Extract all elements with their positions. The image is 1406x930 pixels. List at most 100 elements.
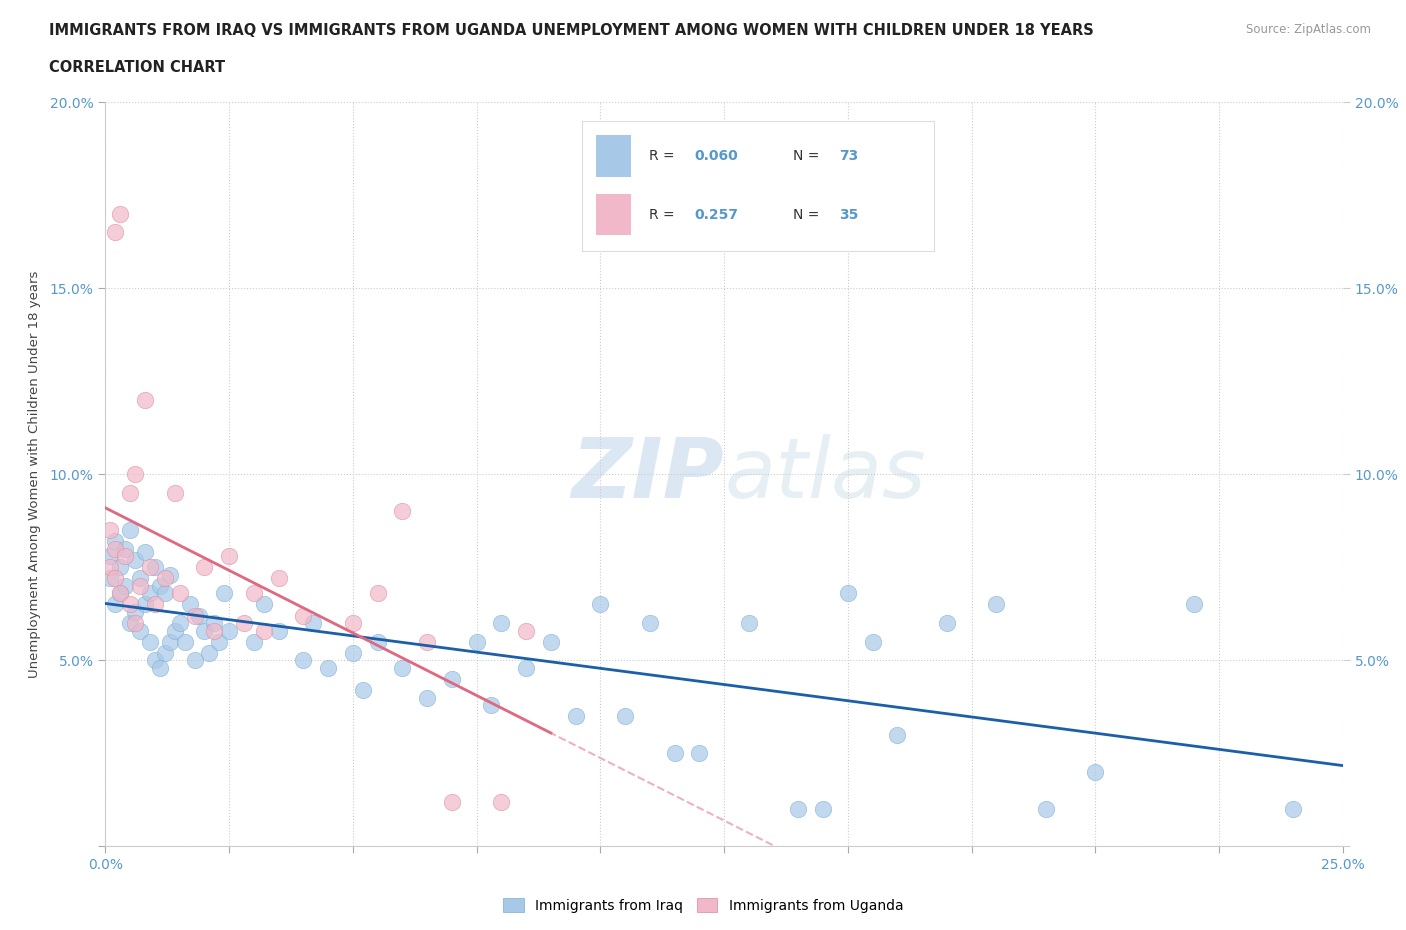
Point xyxy=(129,571,152,586)
Point xyxy=(202,616,225,631)
Point xyxy=(1182,597,1205,612)
Point xyxy=(110,586,132,601)
Point xyxy=(169,586,191,601)
Point xyxy=(208,634,231,649)
Point xyxy=(153,571,176,586)
Point xyxy=(218,623,240,638)
Point xyxy=(787,802,810,817)
Point xyxy=(253,597,276,612)
Point xyxy=(862,634,884,649)
Point xyxy=(100,523,122,538)
Point xyxy=(104,541,127,556)
Point xyxy=(124,604,146,619)
Point xyxy=(104,534,127,549)
Point xyxy=(100,549,122,564)
Point xyxy=(149,578,172,593)
Point xyxy=(342,645,364,660)
Point xyxy=(104,571,127,586)
Point xyxy=(114,549,136,564)
Point xyxy=(515,660,537,675)
Point xyxy=(267,623,290,638)
Point xyxy=(589,597,612,612)
Point xyxy=(114,578,136,593)
Point xyxy=(440,671,463,686)
Point xyxy=(173,634,195,649)
Text: IMMIGRANTS FROM IRAQ VS IMMIGRANTS FROM UGANDA UNEMPLOYMENT AMONG WOMEN WITH CHI: IMMIGRANTS FROM IRAQ VS IMMIGRANTS FROM … xyxy=(49,23,1094,38)
Point xyxy=(120,485,142,500)
Point xyxy=(886,727,908,742)
Point xyxy=(515,623,537,638)
Point xyxy=(143,597,166,612)
Point xyxy=(163,485,186,500)
Point xyxy=(1084,764,1107,779)
Point xyxy=(134,545,156,560)
Point xyxy=(292,608,315,623)
Point xyxy=(465,634,488,649)
Point xyxy=(124,616,146,631)
Point xyxy=(100,571,122,586)
Point xyxy=(1035,802,1057,817)
Point xyxy=(159,634,181,649)
Point xyxy=(159,567,181,582)
Point xyxy=(481,698,503,712)
Point xyxy=(153,586,176,601)
Point xyxy=(188,608,211,623)
Point xyxy=(986,597,1008,612)
Point xyxy=(134,392,156,407)
Point xyxy=(243,586,266,601)
Point xyxy=(139,634,162,649)
Point xyxy=(183,653,205,668)
Point xyxy=(738,616,761,631)
Point xyxy=(149,660,172,675)
Point xyxy=(367,634,389,649)
Point xyxy=(183,608,205,623)
Point xyxy=(367,586,389,601)
Point xyxy=(688,746,710,761)
Point xyxy=(120,616,142,631)
Point xyxy=(811,802,834,817)
Point xyxy=(124,467,146,482)
Point xyxy=(243,634,266,649)
Legend: Immigrants from Iraq, Immigrants from Uganda: Immigrants from Iraq, Immigrants from Ug… xyxy=(498,893,908,919)
Point xyxy=(120,523,142,538)
Point xyxy=(440,794,463,809)
Point xyxy=(837,586,859,601)
Point xyxy=(233,616,256,631)
Point xyxy=(198,645,221,660)
Point xyxy=(104,597,127,612)
Point xyxy=(179,597,201,612)
Point xyxy=(212,586,235,601)
Point xyxy=(564,709,586,724)
Point xyxy=(104,225,127,240)
Point xyxy=(143,560,166,575)
Point xyxy=(267,571,290,586)
Point xyxy=(114,541,136,556)
Point xyxy=(110,560,132,575)
Point xyxy=(302,616,325,631)
Point xyxy=(316,660,339,675)
Point xyxy=(124,552,146,567)
Point xyxy=(342,616,364,631)
Text: atlas: atlas xyxy=(724,433,925,515)
Point xyxy=(416,634,439,649)
Point xyxy=(491,616,513,631)
Point xyxy=(110,206,132,221)
Point xyxy=(193,560,215,575)
Point xyxy=(110,586,132,601)
Text: CORRELATION CHART: CORRELATION CHART xyxy=(49,60,225,75)
Text: Source: ZipAtlas.com: Source: ZipAtlas.com xyxy=(1246,23,1371,36)
Point xyxy=(638,616,661,631)
Point xyxy=(153,645,176,660)
Point xyxy=(202,623,225,638)
Point xyxy=(139,586,162,601)
Point xyxy=(139,560,162,575)
Point xyxy=(416,690,439,705)
Point xyxy=(129,623,152,638)
Point xyxy=(218,549,240,564)
Point xyxy=(100,560,122,575)
Point xyxy=(143,653,166,668)
Point xyxy=(169,616,191,631)
Point xyxy=(134,597,156,612)
Y-axis label: Unemployment Among Women with Children Under 18 years: Unemployment Among Women with Children U… xyxy=(28,271,41,678)
Point xyxy=(391,504,413,519)
